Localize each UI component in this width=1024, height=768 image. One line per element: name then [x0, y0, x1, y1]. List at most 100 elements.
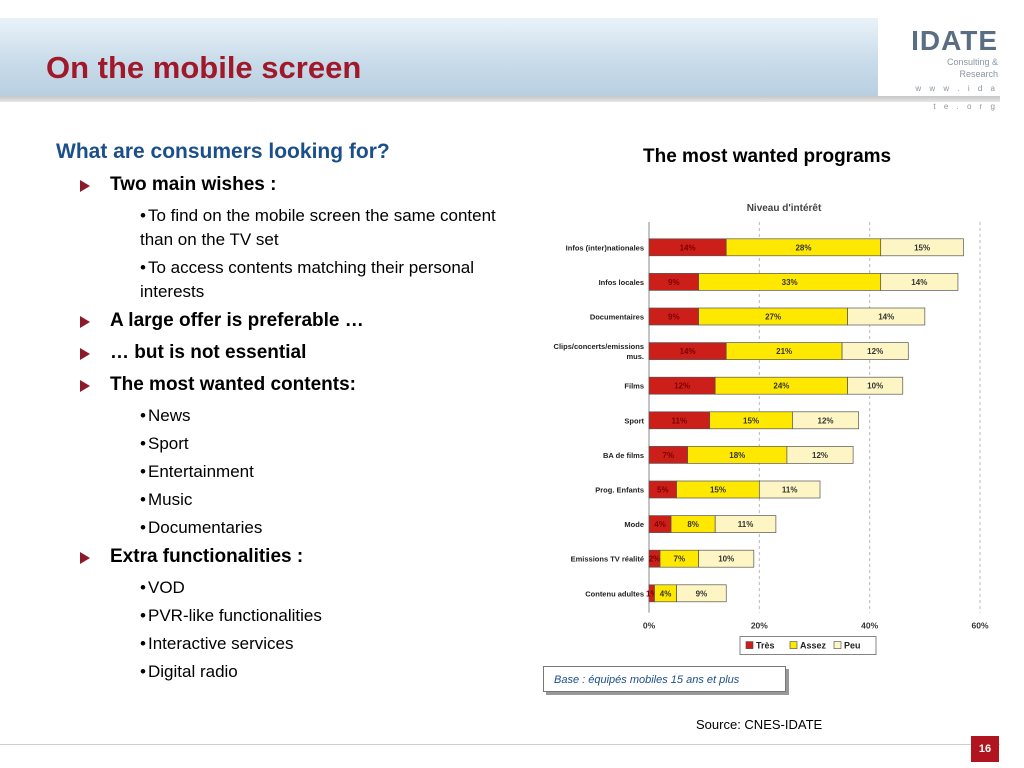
- sub-bullet-item: • Entertainment: [56, 460, 506, 484]
- sub-bullet-text: Digital radio: [148, 662, 238, 681]
- data-label: 14%: [680, 347, 696, 356]
- slide-title: On the mobile screen: [46, 50, 362, 85]
- data-label: 9%: [668, 278, 680, 287]
- sub-bullet-text: To access contents matching their person…: [140, 258, 475, 301]
- header-band: [0, 18, 1024, 96]
- bar-segment: [880, 273, 959, 291]
- bullet-text: The most wanted contents:: [110, 374, 356, 395]
- bullet-text: … but is not essential: [110, 342, 307, 363]
- category-label: Clips/concerts/emissions: [554, 342, 644, 351]
- data-label: 8%: [687, 520, 699, 529]
- base-note: Base : équipés mobiles 15 ans et plus: [543, 666, 786, 692]
- chart-title: Niveau d'intérêt: [747, 203, 822, 214]
- sub-bullet-item: • To find on the mobile screen the same …: [56, 204, 506, 252]
- data-label: 33%: [782, 278, 798, 287]
- category-label: Infos (inter)nationales: [566, 243, 644, 252]
- stacked-bar-chart: Niveau d'intérêt Infos (inter)nationales 1…: [554, 203, 989, 656]
- sub-bullet-text: News: [148, 406, 191, 425]
- bullet-item: Extra functionalities :: [56, 544, 506, 570]
- sub-bullet-item: • Music: [56, 488, 506, 512]
- x-tick-label: 20%: [751, 621, 768, 631]
- bar-segment: [880, 238, 964, 257]
- dot-bullet-icon: •: [140, 634, 146, 653]
- data-label: 21%: [776, 347, 792, 356]
- data-label: 4%: [660, 589, 672, 598]
- bar-segment: [786, 446, 854, 464]
- bar-segment: [714, 515, 777, 533]
- data-label: 10%: [718, 555, 734, 564]
- bullet-item: A large offer is preferable …: [56, 308, 506, 334]
- sub-bullet-item: • Digital radio: [56, 660, 506, 684]
- header-divider: [0, 96, 1000, 102]
- footer-divider: [0, 744, 1000, 745]
- data-label: 14%: [911, 278, 927, 287]
- section-heading: What are consumers looking for?: [56, 140, 390, 163]
- bullet-text: A large offer is preferable …: [110, 310, 364, 331]
- data-label: 7%: [663, 451, 675, 460]
- category-label: Films: [624, 382, 644, 391]
- category-label: Infos locales: [599, 278, 644, 287]
- category-label: Contenu adultes: [585, 589, 644, 598]
- bullet-item: The most wanted contents:: [56, 372, 506, 398]
- logo-area: [878, 18, 1024, 96]
- sub-bullet-item: • News: [56, 404, 506, 428]
- sub-bullet-text: To find on the mobile screen the same co…: [140, 206, 496, 249]
- arrow-bullet-icon: [80, 380, 90, 392]
- legend-label: Peu: [844, 641, 861, 651]
- source-note: Source: CNES-IDATE: [696, 717, 823, 732]
- data-label: 12%: [812, 451, 828, 460]
- bar-segment: [758, 480, 821, 499]
- category-label: Prog. Enfants: [595, 486, 644, 495]
- data-label: 14%: [680, 243, 696, 252]
- page-number: 16: [971, 736, 999, 762]
- dot-bullet-icon: •: [140, 518, 146, 537]
- data-label: 4%: [654, 520, 666, 529]
- chart-heading: The most wanted programs: [643, 146, 892, 167]
- bullet-item: … but is not essential: [56, 340, 506, 366]
- data-label: 11%: [738, 520, 754, 529]
- sub-bullet-text: VOD: [148, 578, 185, 597]
- x-tick-label: 60%: [971, 621, 988, 631]
- dot-bullet-icon: •: [140, 406, 146, 425]
- content-left: What are consumers looking for? Two main…: [56, 140, 506, 688]
- data-label: 28%: [795, 243, 811, 252]
- sub-bullet-item: • Sport: [56, 432, 506, 456]
- bar-segment: [841, 342, 909, 360]
- legend-label: Très: [756, 641, 775, 651]
- category-label: Mode: [624, 520, 644, 529]
- category-label: BA de films: [603, 451, 644, 460]
- data-label: 11%: [672, 416, 688, 425]
- legend-swatch: [789, 641, 798, 649]
- data-label: 12%: [867, 347, 883, 356]
- data-label: 10%: [867, 382, 883, 391]
- bar-segment: [676, 584, 727, 603]
- bar-segment: [847, 376, 904, 395]
- data-label: 11%: [782, 486, 798, 495]
- arrow-bullet-icon: [80, 316, 90, 328]
- bullet-text: Two main wishes :: [110, 174, 277, 195]
- data-label: 2%: [649, 555, 661, 564]
- legend-label: Assez: [800, 641, 827, 651]
- sub-bullet-text: PVR-like functionalities: [148, 606, 322, 625]
- bar-segment: [792, 411, 859, 430]
- data-label: 12%: [818, 416, 834, 425]
- sub-bullet-text: Entertainment: [148, 462, 254, 481]
- legend-swatch: [833, 641, 842, 649]
- sub-bullet-item: • PVR-like functionalities: [56, 604, 506, 628]
- bullet-text: Extra functionalities :: [110, 546, 304, 567]
- dot-bullet-icon: •: [140, 462, 146, 481]
- idate-logo: IDATE Consulting & Research w w w . i d …: [906, 26, 998, 116]
- category-label: Sport: [624, 416, 644, 425]
- sub-bullet-text: Interactive services: [148, 634, 294, 653]
- data-label: 24%: [773, 382, 789, 391]
- sub-bullet-text: Music: [148, 490, 193, 509]
- sub-bullet-item: • Interactive services: [56, 632, 506, 656]
- dot-bullet-icon: •: [140, 206, 146, 225]
- data-label: 7%: [674, 555, 686, 564]
- category-label: Documentaires: [590, 313, 644, 322]
- data-label: 15%: [743, 416, 759, 425]
- arrow-bullet-icon: [80, 180, 90, 192]
- data-label: 5%: [657, 486, 669, 495]
- dot-bullet-icon: •: [140, 258, 146, 277]
- data-label: 14%: [878, 313, 894, 322]
